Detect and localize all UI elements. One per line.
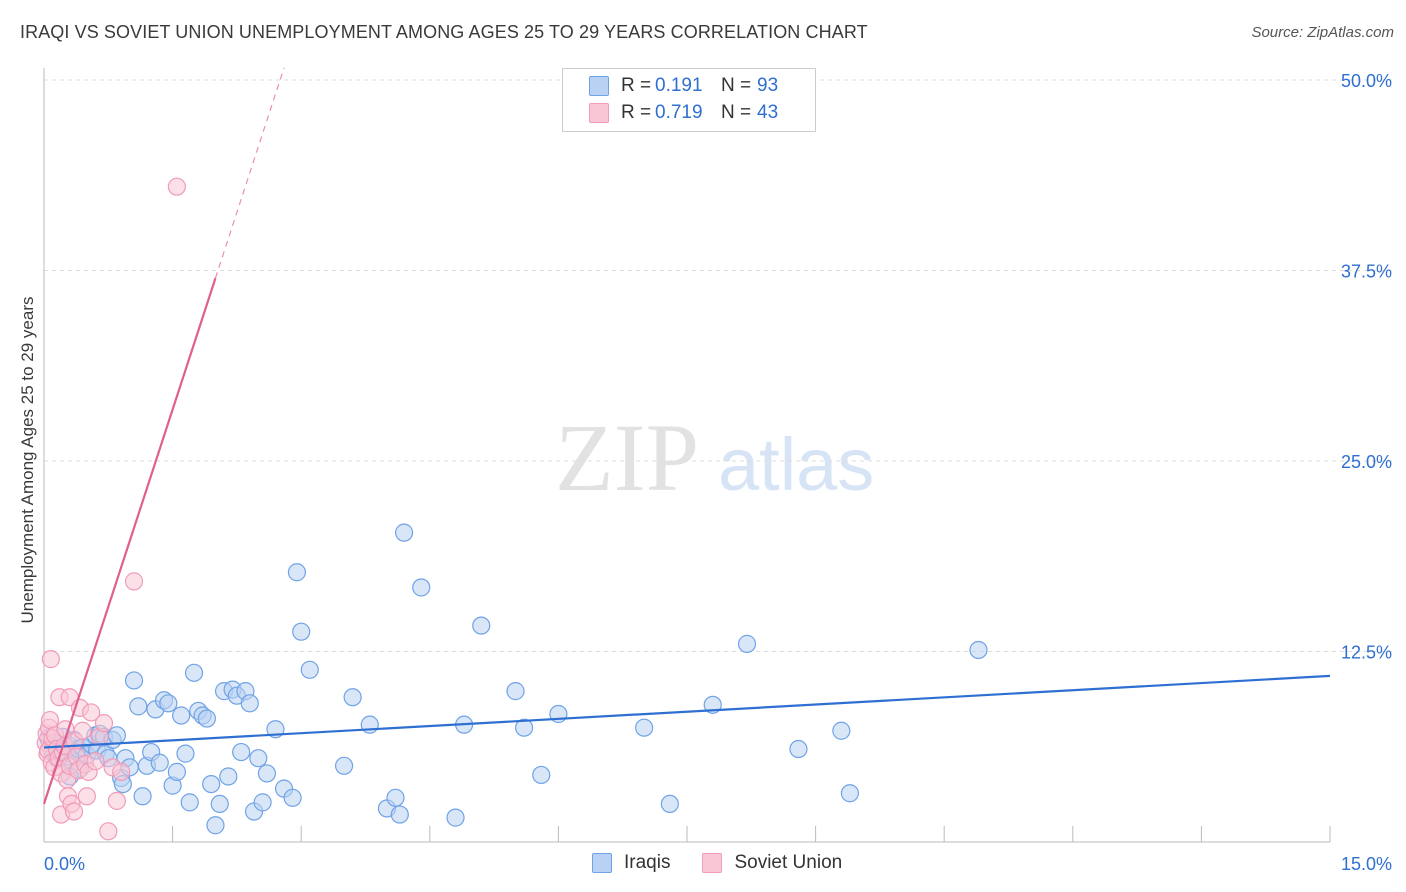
x-tick-label: 0.0% [44, 854, 85, 874]
x-tick-label: 15.0% [1341, 854, 1392, 874]
soviet-union-trend-line [42, 277, 217, 805]
legend-label-iraqis: Iraqis [624, 852, 671, 873]
iraqis-point [737, 634, 757, 653]
n-value: 43 [757, 102, 779, 123]
soviet-union-point [41, 650, 60, 669]
r-value: 0.719 [655, 102, 703, 123]
legend-item-soviet-union[interactable]: Soviet Union [702, 852, 842, 874]
iraqis-point [969, 640, 988, 660]
iraqis-point [832, 721, 851, 740]
legend-row-iraqis: R = 0.191 N = 93 [589, 74, 778, 98]
iraqis-point [197, 709, 216, 728]
iraqis-point [107, 726, 126, 745]
iraqis-point [206, 816, 225, 835]
correlation-legend: R = 0.191 N = 93 R = 0.719 N = 43 [562, 68, 816, 132]
y-tick-label: 50.0% [1341, 71, 1392, 91]
series-legend: Iraqis Soviet Union [592, 852, 874, 874]
soviet-union-point [40, 710, 60, 730]
iraqis-point [472, 616, 491, 635]
iraqis-point [635, 718, 654, 737]
iraqis-point [390, 805, 409, 824]
iraqis-point [249, 749, 268, 768]
iraqis-point [300, 660, 319, 679]
iraqis-point [232, 742, 251, 762]
iraqis-point [292, 622, 311, 641]
soviet-union-point [99, 822, 118, 841]
soviet-union-point [64, 802, 84, 821]
n-value: 93 [757, 75, 779, 96]
iraqis-trend-line [43, 674, 1331, 749]
iraqis-point [515, 718, 534, 737]
chart-title: IRAQI VS SOVIET UNION UNEMPLOYMENT AMONG… [20, 22, 868, 42]
iraqis-point [343, 688, 362, 707]
iraqis-point [386, 788, 405, 807]
soviet-union-point [167, 177, 186, 196]
iraqis-point [124, 671, 144, 690]
soviet-union-point [73, 721, 92, 740]
iraqis-point [133, 787, 152, 806]
soviet-union-point [77, 787, 96, 806]
r-value: 0.191 [655, 75, 703, 96]
y-tick-label: 12.5% [1341, 643, 1392, 663]
y-tick-label: 25.0% [1341, 452, 1392, 472]
soviet-union-trend-extension [214, 67, 285, 279]
iraqis-point [184, 663, 204, 682]
soviet-union-point [124, 572, 144, 591]
iraqis-point [167, 762, 186, 781]
iraqis-point [446, 808, 465, 827]
soviet-union-point [86, 752, 105, 771]
iraqis-point [253, 793, 272, 812]
soviet-union-point [107, 791, 126, 810]
r-label: R = [621, 75, 652, 96]
n-label: N = [721, 75, 752, 96]
iraqis-point [257, 764, 277, 783]
soviet-union-point [94, 714, 114, 733]
legend-row-soviet-union: R = 0.719 N = 43 [589, 101, 778, 125]
soviet-union-point [112, 762, 131, 781]
legend-item-iraqis[interactable]: Iraqis [592, 852, 670, 874]
r-label: R = [621, 102, 652, 123]
iraqis-point [172, 706, 191, 725]
soviet-union-point [82, 703, 101, 722]
legend-swatch-soviet-union [702, 853, 723, 873]
n-label: N = [721, 102, 752, 123]
iraqis-point [240, 694, 259, 713]
iraqis-point [532, 765, 551, 785]
watermark-zip: ZIP [555, 404, 699, 511]
iraqis-point [789, 739, 808, 759]
iraqis-point [129, 697, 148, 716]
y-tick-label: 37.5% [1341, 262, 1392, 282]
iraqis-point [219, 767, 238, 786]
legend-swatch-soviet-union [589, 103, 609, 123]
iraqis-point [412, 578, 431, 597]
iraqis-point [287, 563, 307, 582]
watermark-atlas: atlas [718, 423, 874, 506]
iraqis-point [283, 788, 302, 807]
iraqis-point [210, 794, 229, 814]
source-label: Source: ZipAtlas.com [1251, 24, 1394, 41]
iraqis-point [334, 756, 354, 775]
legend-label-soviet-union: Soviet Union [734, 852, 843, 873]
legend-swatch-iraqis [589, 76, 609, 96]
iraqis-point [394, 523, 414, 542]
legend-swatch-iraqis [592, 853, 612, 873]
iraqis-point [180, 793, 199, 812]
iraqis-point [840, 784, 859, 803]
iraqis-point [159, 694, 178, 713]
iraqis-point [202, 774, 221, 794]
iraqis-point [150, 753, 169, 772]
iraqis-point [506, 682, 525, 701]
iraqis-point [660, 794, 679, 814]
iraqis-point [176, 744, 195, 763]
